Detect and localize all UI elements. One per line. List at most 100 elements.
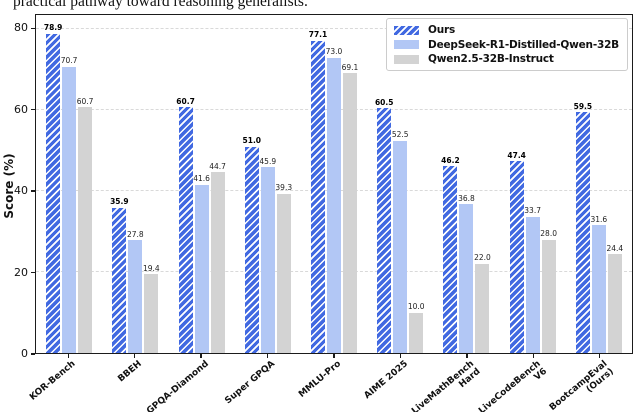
bar-group-2: 35.9 27.8 19.4 — [102, 15, 168, 353]
x-tick-mark-2 — [133, 353, 136, 358]
x-tick-label-3: GPQA-Diamond — [144, 359, 211, 412]
gridline-80 — [36, 28, 632, 30]
bar-series1-6: 60.5 — [375, 99, 393, 353]
value-label: 51.0 — [242, 136, 262, 146]
x-tick-label-1: KOR-Bench — [28, 359, 78, 403]
value-label: 19.4 — [142, 263, 160, 273]
legend-item-qwen: Qwen2.5-32B-Instruct — [394, 53, 619, 65]
legend-swatch-qwen — [394, 54, 420, 64]
y-tick-label-40: 40 — [14, 184, 28, 198]
value-label: 10.0 — [407, 302, 425, 312]
x-tick-label-4: Super GPQA — [223, 359, 277, 407]
bar-series1-1: 78.9 — [44, 24, 62, 353]
bar-series2-2: 27.8 — [127, 231, 144, 353]
value-label: 28.0 — [540, 229, 557, 239]
y-tick-mark-40 — [30, 190, 35, 192]
value-label: 52.5 — [391, 130, 409, 139]
bar-series2-5: 73.0 — [326, 48, 342, 353]
x-tick-mark-3 — [200, 353, 202, 358]
value-label: 31.6 — [590, 214, 608, 224]
value-label: 33.7 — [524, 206, 541, 216]
bar-series3-6: 10.0 — [408, 303, 425, 353]
bar-group-4: 51.0 45.9 39.3 — [235, 15, 301, 353]
bar-series3-2: 19.4 — [143, 265, 160, 353]
legend-label-deepseek: DeepSeek-R1-Distilled-Qwen-32B — [428, 38, 619, 51]
bar-group-7: 46.2 36.8 22.0 — [433, 15, 499, 353]
bar-series1-7: 46.2 — [441, 156, 460, 353]
value-label: 60.7 — [76, 96, 94, 106]
x-tick-label-7: LiveMathBench Hard — [410, 359, 483, 412]
value-label: 45.9 — [259, 156, 277, 166]
bar-group-1: 78.9 70.7 60.7 — [36, 15, 102, 353]
value-label: 41.6 — [193, 174, 210, 184]
legend-swatch-ours — [394, 25, 420, 35]
bar-series3-4: 39.3 — [275, 184, 292, 353]
x-tick-mark-1 — [67, 353, 69, 358]
x-tick-label-5: MMLU-Pro — [297, 359, 344, 400]
value-label: 46.2 — [441, 155, 460, 165]
bar-group-8: 47.4 33.7 28.0 — [500, 15, 566, 353]
x-tick-mark-6 — [399, 353, 402, 358]
value-label: 78.9 — [43, 23, 63, 33]
y-tick-label-0: 0 — [21, 347, 28, 360]
value-label: 60.7 — [176, 96, 195, 106]
value-label: 59.5 — [573, 101, 593, 111]
bar-series3-3: 44.7 — [209, 163, 226, 353]
y-tick-mark-0 — [30, 353, 35, 355]
value-label: 36.8 — [458, 193, 475, 203]
y-tick-mark-60 — [30, 108, 35, 111]
bar-series2-9: 31.6 — [591, 216, 607, 353]
value-label: 35.9 — [110, 197, 129, 207]
bar-series3-8: 28.0 — [540, 230, 557, 353]
x-tick-mark-4 — [266, 353, 269, 358]
value-label: 70.7 — [60, 56, 78, 66]
y-tick-mark-80 — [30, 27, 35, 29]
bar-series1-9: 59.5 — [574, 103, 592, 353]
x-tick-mark-5 — [333, 353, 335, 358]
bar-series1-4: 51.0 — [243, 137, 261, 353]
bar-group-5: 77.1 73.0 69.1 — [301, 15, 367, 353]
caption-text: practical pathway toward reasoning gener… — [13, 0, 308, 10]
bar-series2-4: 45.9 — [259, 158, 276, 353]
bar-series2-6: 52.5 — [392, 131, 409, 353]
value-label: 24.4 — [606, 243, 624, 253]
value-label: 47.4 — [507, 150, 526, 160]
x-tick-label-2: BBEH — [116, 359, 145, 385]
bar-series3-1: 60.7 — [77, 98, 93, 353]
plot-area: 78.9 70.7 60.7 35.9 27.8 19.4 60.7 41.6 44.7 51.0… — [35, 14, 633, 354]
value-label: 22.0 — [474, 253, 491, 263]
x-tick-label-9: BootcampEval (Ours) — [547, 359, 616, 412]
value-label: 27.8 — [126, 229, 144, 239]
x-tick-mark-9 — [599, 353, 601, 358]
legend-item-ours: Ours — [394, 24, 619, 36]
y-tick-label-20: 20 — [14, 265, 28, 279]
value-label: 44.7 — [209, 161, 226, 171]
value-label: 73.0 — [325, 47, 343, 57]
bar-series1-5: 77.1 — [309, 31, 327, 353]
bar-series1-8: 47.4 — [507, 152, 526, 353]
bar-series2-8: 33.7 — [524, 207, 541, 353]
bar-series2-7: 36.8 — [458, 195, 475, 353]
legend: Ours DeepSeek-R1-Distilled-Qwen-32B Qwen… — [386, 18, 628, 71]
bar-series2-3: 41.6 — [193, 175, 210, 353]
legend-swatch-deepseek — [394, 40, 420, 49]
x-tick-mark-7 — [466, 353, 468, 358]
bar-group-3: 60.7 41.6 44.7 — [168, 15, 234, 353]
y-tick-mark-20 — [30, 271, 35, 274]
bar-series3-5: 69.1 — [342, 64, 358, 353]
bar-group-9: 59.5 31.6 24.4 — [566, 15, 632, 353]
y-tick-label-60: 60 — [14, 102, 28, 116]
legend-item-deepseek: DeepSeek-R1-Distilled-Qwen-32B — [394, 39, 619, 51]
value-label: 39.3 — [275, 183, 293, 193]
value-label: 69.1 — [341, 62, 359, 72]
bar-group-6: 60.5 52.5 10.0 — [367, 15, 433, 353]
bar-series3-7: 22.0 — [474, 254, 491, 353]
bar-series2-1: 70.7 — [61, 57, 77, 353]
legend-label-qwen: Qwen2.5-32B-Instruct — [428, 53, 554, 65]
bar-groups: 78.9 70.7 60.7 35.9 27.8 19.4 60.7 41.6 44.7 51.0… — [36, 15, 632, 353]
legend-label-ours: Ours — [428, 24, 456, 36]
x-tick-mark-8 — [532, 353, 535, 358]
value-label: 77.1 — [308, 30, 328, 40]
bar-series1-2: 35.9 — [110, 198, 129, 353]
